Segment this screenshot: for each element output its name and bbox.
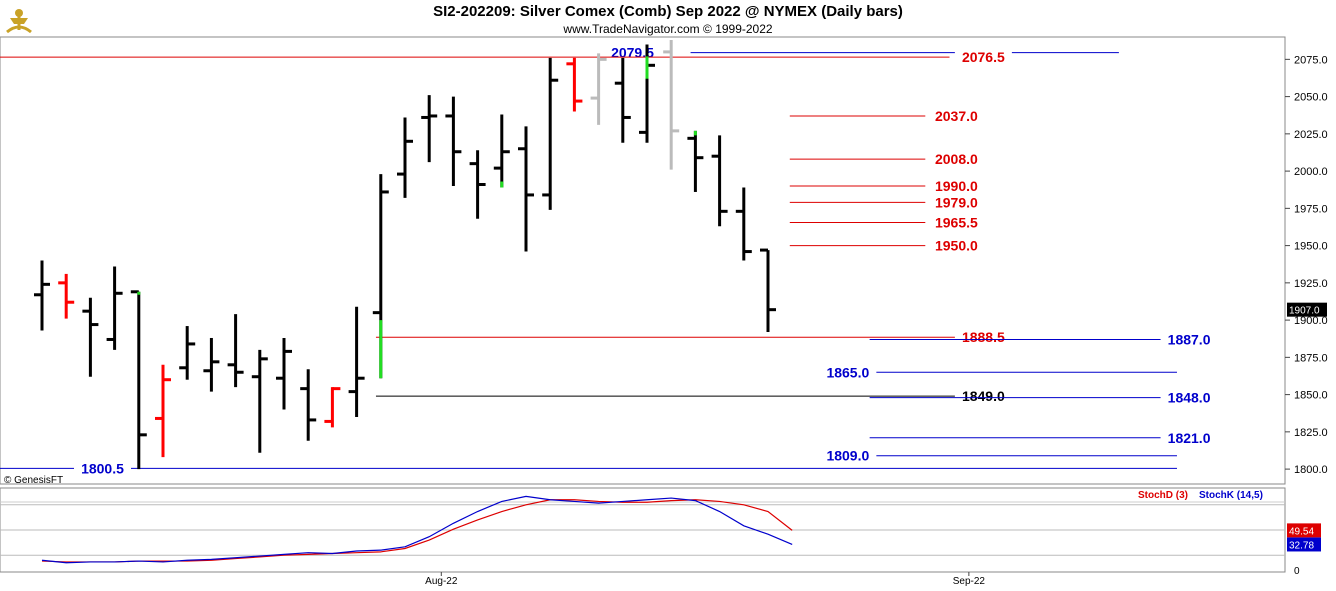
level-label-bg bbox=[931, 194, 989, 210]
last-price-label: 1907.0 bbox=[1289, 306, 1320, 317]
legend-stochd: StochD (3) bbox=[1138, 490, 1188, 501]
level-label: 2008.0 bbox=[935, 151, 978, 167]
level-label: 1849.0 bbox=[962, 388, 1005, 404]
chart-title: SI2-202209: Silver Comex (Comb) Sep 2022… bbox=[433, 3, 903, 20]
y-tick-label: 1900.0 bbox=[1294, 315, 1328, 327]
level-label: 2076.5 bbox=[962, 49, 1005, 65]
level-label-bg bbox=[931, 214, 989, 230]
oscillator-line bbox=[41, 495, 793, 564]
level-label: 1965.5 bbox=[935, 215, 978, 231]
level-label-bg bbox=[954, 388, 1012, 404]
level-label-bg bbox=[1160, 429, 1218, 445]
level-label: 1848.0 bbox=[1168, 390, 1211, 406]
trade-navigator-logo bbox=[2, 2, 36, 36]
y-tick-label: 1975.0 bbox=[1294, 203, 1328, 215]
oscillator-zero-label: 0 bbox=[1294, 566, 1300, 577]
last-price-box bbox=[1287, 302, 1327, 317]
y-tick-label: 1825.0 bbox=[1294, 427, 1328, 439]
y-tick-label: 1950.0 bbox=[1294, 241, 1328, 253]
oscillator-line bbox=[41, 499, 793, 563]
y-tick-label: 1800.0 bbox=[1294, 464, 1328, 476]
copyright-label: © GenesisFT bbox=[4, 475, 63, 486]
y-tick-label: 2075.0 bbox=[1294, 54, 1328, 66]
level-label-bg bbox=[954, 49, 1012, 65]
x-tick-label: Sep-22 bbox=[953, 576, 986, 587]
level-label-bg bbox=[931, 237, 989, 253]
chart-subtitle: www.TradeNavigator.com © 1999-2022 bbox=[563, 22, 773, 36]
oscillator-last-label: 49.54 bbox=[1289, 526, 1314, 537]
oscillator-last-box bbox=[1287, 537, 1321, 552]
y-tick-label: 1875.0 bbox=[1294, 352, 1328, 364]
y-tick-label: 1925.0 bbox=[1294, 278, 1328, 290]
level-label: 1821.0 bbox=[1168, 430, 1211, 446]
level-label-bg bbox=[1160, 331, 1218, 347]
y-tick-label: 2000.0 bbox=[1294, 166, 1328, 178]
level-label: 1865.0 bbox=[826, 364, 869, 380]
y-tick-label: 2025.0 bbox=[1294, 129, 1328, 141]
level-label-bg bbox=[931, 178, 989, 193]
level-label: 1809.0 bbox=[826, 448, 869, 464]
level-label: 1800.5 bbox=[81, 460, 124, 476]
level-label: 1979.0 bbox=[935, 194, 978, 210]
oscillator-last-label: 32.78 bbox=[1289, 540, 1314, 551]
level-label-bg bbox=[819, 447, 877, 463]
x-tick-label: Aug-22 bbox=[425, 576, 458, 587]
level-label-bg bbox=[1160, 389, 1218, 405]
y-tick-label: 1850.0 bbox=[1294, 390, 1328, 402]
legend-stochk: StochK (14,5) bbox=[1199, 490, 1263, 501]
level-label-bg bbox=[931, 107, 989, 123]
level-label-bg bbox=[931, 151, 989, 167]
level-label-bg bbox=[954, 329, 1012, 345]
level-label: 1990.0 bbox=[935, 178, 978, 194]
level-label: 1950.0 bbox=[935, 238, 978, 254]
level-label-bg bbox=[819, 364, 877, 380]
oscillator-last-box bbox=[1287, 523, 1321, 538]
level-label-bg bbox=[74, 460, 131, 476]
level-label: 1887.0 bbox=[1168, 331, 1211, 347]
price-panel-frame bbox=[0, 36, 1286, 485]
level-label: 1888.5 bbox=[962, 329, 1005, 345]
y-tick-label: 2050.0 bbox=[1294, 92, 1328, 104]
level-label: 2037.0 bbox=[935, 108, 978, 124]
